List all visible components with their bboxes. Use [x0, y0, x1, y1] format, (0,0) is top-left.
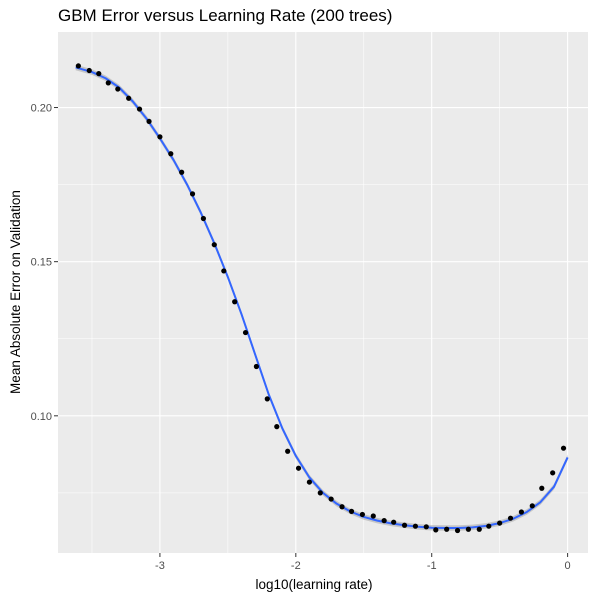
chart-title: GBM Error versus Learning Rate (200 tree…	[58, 6, 393, 25]
data-point	[423, 524, 429, 530]
data-point	[232, 299, 238, 305]
data-point	[146, 118, 152, 125]
data-point	[381, 518, 387, 524]
data-point	[317, 490, 323, 496]
x-tick-label: -2	[291, 560, 301, 572]
data-point	[274, 424, 280, 430]
data-points	[75, 63, 567, 534]
data-point	[105, 80, 111, 86]
data-point	[476, 526, 482, 532]
data-point	[433, 527, 439, 533]
data-point	[221, 268, 227, 274]
data-point	[529, 503, 535, 509]
data-point	[157, 134, 163, 140]
data-point	[75, 63, 81, 69]
data-point	[518, 509, 525, 515]
y-tick-label: 0.15	[31, 257, 52, 269]
x-axis-label: log10(learning rate)	[255, 577, 372, 592]
data-point	[391, 519, 397, 525]
grid-lines	[58, 32, 588, 553]
data-point	[370, 513, 376, 519]
data-point	[328, 496, 334, 502]
data-point	[539, 485, 545, 491]
data-point	[295, 465, 302, 471]
x-tick-label: -3	[155, 560, 165, 572]
data-point	[507, 515, 514, 521]
data-point	[444, 526, 450, 532]
data-point	[550, 470, 556, 476]
data-point	[412, 523, 419, 529]
data-point	[115, 86, 121, 92]
data-point	[339, 504, 345, 510]
data-point	[306, 479, 313, 485]
data-point	[401, 522, 408, 528]
data-point	[96, 71, 102, 77]
y-axis-label: Mean Absolute Error on Validation	[8, 190, 23, 394]
data-point	[359, 511, 366, 518]
data-point	[242, 329, 249, 336]
data-point	[348, 508, 355, 514]
data-point	[86, 67, 92, 74]
x-tick-label: -1	[427, 560, 437, 572]
data-point	[264, 396, 270, 402]
data-point	[454, 527, 461, 534]
data-point	[253, 363, 260, 370]
axis-ticks: -3 -2 -1 0 0.10 0.15 0.20	[31, 103, 571, 572]
data-point	[136, 106, 143, 112]
data-point	[285, 448, 291, 454]
data-point	[168, 151, 174, 157]
data-point	[497, 520, 503, 526]
data-point	[189, 191, 196, 197]
data-point	[211, 242, 217, 248]
y-tick-label: 0.20	[31, 103, 52, 115]
x-tick-label: 0	[565, 560, 571, 572]
y-tick-label: 0.10	[31, 411, 52, 423]
data-point	[179, 169, 185, 175]
data-point	[126, 95, 132, 101]
data-point	[465, 526, 472, 532]
data-point	[560, 445, 567, 451]
data-point	[200, 215, 207, 222]
data-point	[486, 523, 492, 529]
